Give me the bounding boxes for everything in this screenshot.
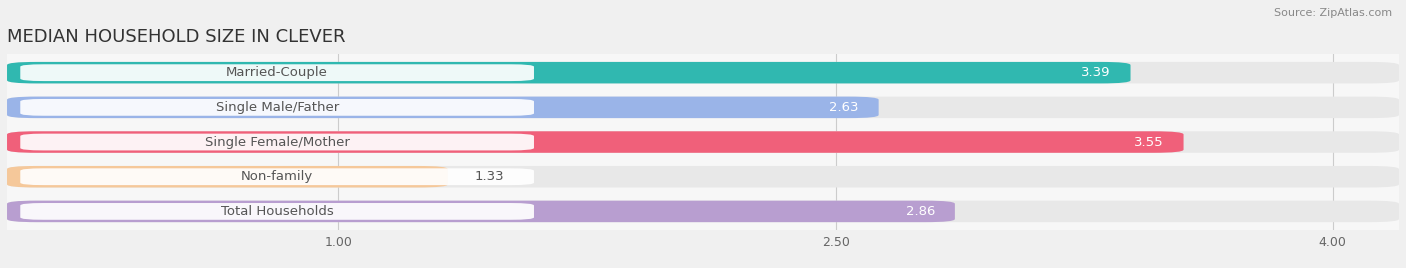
FancyBboxPatch shape [20,203,534,220]
Text: Source: ZipAtlas.com: Source: ZipAtlas.com [1274,8,1392,18]
FancyBboxPatch shape [20,99,534,116]
FancyBboxPatch shape [20,64,534,81]
Text: 3.55: 3.55 [1135,136,1164,148]
FancyBboxPatch shape [7,201,1399,222]
FancyBboxPatch shape [20,168,534,185]
FancyBboxPatch shape [7,96,879,118]
Text: 2.86: 2.86 [905,205,935,218]
Text: 2.63: 2.63 [830,101,859,114]
Text: Total Households: Total Households [221,205,333,218]
Text: 1.33: 1.33 [474,170,503,183]
FancyBboxPatch shape [20,134,534,150]
Text: Non-family: Non-family [240,170,314,183]
Text: 3.39: 3.39 [1081,66,1111,79]
FancyBboxPatch shape [7,201,955,222]
FancyBboxPatch shape [7,96,1399,118]
FancyBboxPatch shape [7,131,1184,153]
FancyBboxPatch shape [7,166,1399,188]
FancyBboxPatch shape [7,62,1130,83]
FancyBboxPatch shape [7,131,1399,153]
Text: Married-Couple: Married-Couple [226,66,328,79]
FancyBboxPatch shape [7,166,447,188]
Text: MEDIAN HOUSEHOLD SIZE IN CLEVER: MEDIAN HOUSEHOLD SIZE IN CLEVER [7,28,346,46]
FancyBboxPatch shape [7,62,1399,83]
Text: Single Male/Father: Single Male/Father [215,101,339,114]
Text: Single Female/Mother: Single Female/Mother [205,136,350,148]
